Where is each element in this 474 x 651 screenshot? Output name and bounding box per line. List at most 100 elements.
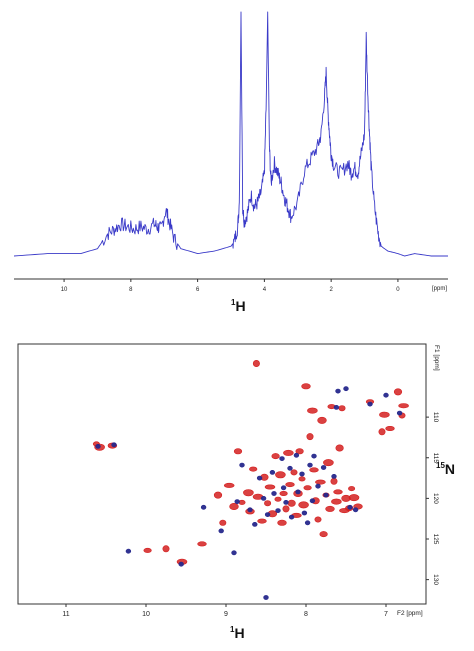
top-x-unit-label: [ppm] bbox=[432, 286, 447, 292]
hsqc-peak-blue bbox=[295, 489, 301, 495]
hsqc-peak-red bbox=[303, 485, 312, 491]
hsqc-peak-red bbox=[279, 490, 288, 496]
top-x-tick-label: 0 bbox=[396, 287, 400, 293]
top-x-tick-label: 10 bbox=[61, 287, 68, 293]
top-x-tick-label: 8 bbox=[129, 287, 133, 293]
hsqc-peak-red bbox=[252, 359, 260, 367]
proton-spectrum-trace bbox=[13, 11, 448, 257]
hsqc-peak-blue bbox=[95, 443, 101, 449]
hsqc-peak-red bbox=[314, 516, 322, 523]
hsqc-peak-red bbox=[243, 489, 254, 497]
hsqc-peak-blue bbox=[263, 595, 269, 600]
hsqc-y-tick-label: 115 bbox=[432, 453, 439, 464]
hsqc-peak-red bbox=[249, 466, 258, 472]
hsqc-peak-red bbox=[213, 491, 223, 499]
hsqc-peak-blue bbox=[352, 507, 359, 513]
hsqc-peaks bbox=[92, 359, 409, 600]
hsqc-peak-red bbox=[335, 444, 344, 452]
hsqc-peak-blue bbox=[260, 495, 267, 501]
hsqc-peak-blue bbox=[333, 404, 340, 410]
hsqc-peak-blue bbox=[178, 561, 184, 567]
hsqc-peak-red bbox=[398, 403, 409, 409]
hsqc-peak-blue bbox=[315, 483, 321, 489]
hsqc-peak-red bbox=[319, 531, 328, 538]
hsqc-peak-blue bbox=[335, 388, 341, 394]
hsqc-peak-red bbox=[307, 407, 318, 414]
hsqc-peak-red bbox=[229, 502, 239, 510]
hsqc-y-unit-label: F1 [ppm] bbox=[433, 345, 440, 371]
hsqc-peak-blue bbox=[269, 469, 276, 475]
hsqc-peak-blue bbox=[280, 485, 287, 491]
hsqc-peak-blue bbox=[288, 514, 295, 520]
hsqc-y-axis-ticks: 110 115 120 125 130 bbox=[426, 412, 439, 585]
hsqc-peak-red bbox=[306, 433, 314, 441]
hsqc-peak-red bbox=[333, 489, 343, 495]
hsqc-peak-red bbox=[348, 486, 356, 492]
hsqc-peak-blue bbox=[111, 442, 117, 448]
hsqc-x-tick-label: 11 bbox=[62, 611, 69, 618]
hsqc-peak-blue bbox=[200, 504, 207, 510]
hsqc-x-axis-title: 1H bbox=[230, 625, 245, 641]
hsqc-y-tick-label: 110 bbox=[432, 412, 439, 423]
hsqc-peak-red bbox=[301, 383, 311, 390]
hsqc-peak-red bbox=[257, 518, 267, 524]
top-x-tick-label: 6 bbox=[196, 287, 200, 293]
hsqc-peak-red bbox=[283, 449, 294, 456]
hsqc-peak-blue bbox=[125, 548, 132, 554]
hsqc-peak-blue bbox=[287, 465, 293, 471]
hsqc-peak-red bbox=[264, 500, 272, 507]
top-x-axis-ticks: 10 8 6 4 2 0 bbox=[61, 279, 400, 293]
hsqc-x-tick-label: 9 bbox=[224, 611, 228, 618]
hsqc-peak-red bbox=[287, 499, 296, 507]
hsqc-peak-red bbox=[298, 501, 309, 509]
hsqc-peak-red bbox=[271, 453, 280, 460]
hsqc-y-tick-label: 125 bbox=[432, 534, 439, 545]
hsqc-peak-red bbox=[143, 547, 152, 553]
hsqc-peak-blue bbox=[264, 512, 271, 517]
hsqc-x-unit-label: F2 [ppm] bbox=[397, 610, 423, 617]
hsqc-peak-red bbox=[275, 471, 286, 479]
hsqc-peak-blue bbox=[293, 452, 300, 458]
hsqc-plot-frame bbox=[17, 343, 427, 605]
hsqc-peak-blue bbox=[256, 475, 263, 481]
hsqc-peak-red bbox=[317, 416, 327, 424]
hsqc-peak-red bbox=[315, 479, 326, 485]
hsqc-peak-red bbox=[338, 405, 346, 412]
hsqc-peak-red bbox=[295, 448, 304, 455]
hsqc-y-tick-label: 120 bbox=[432, 493, 439, 504]
hsqc-peak-red bbox=[162, 545, 170, 553]
hsqc-peak-blue bbox=[301, 510, 308, 516]
hsqc-peak-red bbox=[323, 459, 334, 467]
hsqc-peak-red bbox=[309, 467, 319, 473]
hsqc-peak-blue bbox=[275, 508, 281, 513]
hsqc-y-axis-title: 15N bbox=[436, 461, 455, 477]
top-x-axis-title: 1H bbox=[231, 298, 246, 314]
hsqc-peak-red bbox=[233, 448, 243, 455]
hsqc-peak-blue bbox=[343, 386, 349, 392]
hsqc-peak-red bbox=[393, 388, 403, 396]
hsqc-peak-red bbox=[219, 519, 227, 526]
hsqc-peak-red bbox=[385, 425, 395, 431]
hsqc-peak-blue bbox=[239, 462, 245, 468]
proton-1d-spectrum: 10 8 6 4 2 0 [ppm] 1H bbox=[13, 11, 448, 314]
hsqc-peak-red bbox=[285, 482, 295, 488]
hsqc-peak-red bbox=[277, 519, 287, 526]
top-x-tick-label: 2 bbox=[329, 287, 333, 293]
hsqc-peak-red bbox=[348, 494, 360, 502]
hsqc-x-axis-ticks: 11 10 9 8 7 bbox=[62, 604, 388, 618]
hsqc-peak-red bbox=[379, 411, 390, 418]
hsqc-peak-blue bbox=[234, 499, 240, 504]
hsqc-peak-blue bbox=[367, 401, 373, 407]
hsqc-2d-spectrum: 11 10 9 8 7 110 115 120 125 130 F2 [ppm] F1 [ppm… bbox=[17, 343, 455, 641]
hsqc-peak-blue bbox=[307, 462, 313, 468]
hsqc-peak-blue bbox=[218, 528, 224, 534]
hsqc-peak-blue bbox=[271, 491, 277, 496]
hsqc-peak-blue bbox=[309, 498, 316, 504]
hsqc-x-tick-label: 7 bbox=[384, 611, 388, 618]
hsqc-peak-red bbox=[378, 428, 386, 436]
hsqc-peak-red bbox=[197, 541, 207, 547]
hsqc-peak-red bbox=[330, 477, 338, 485]
hsqc-peak-red bbox=[331, 498, 342, 505]
hsqc-peak-blue bbox=[331, 473, 337, 479]
